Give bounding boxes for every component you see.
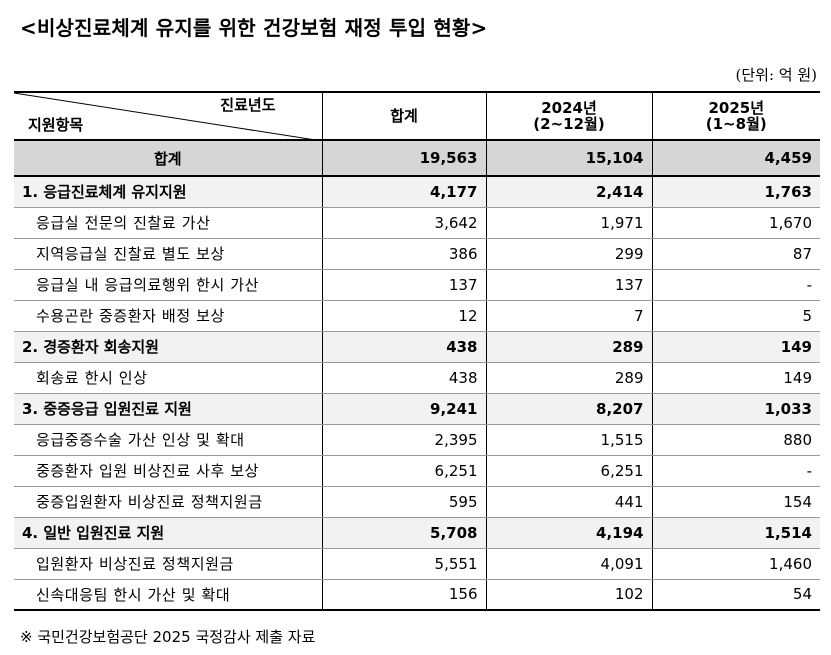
cell-total: 3,642 — [321, 207, 487, 239]
cell-total: 12 — [321, 300, 487, 332]
unit-note: (단위: 억 원) — [735, 66, 818, 84]
row-label: 중증환자 입원 비상진료 사후 보상 — [14, 455, 323, 487]
table-row: 수용곤란 중증환자 배정 보상 12 7 5 — [14, 300, 820, 332]
cell-total: 5,551 — [321, 548, 487, 580]
row-label: 1. 응급진료체계 유지지원 — [14, 176, 323, 208]
row-label: 수용곤란 중증환자 배정 보상 — [14, 300, 323, 332]
row-label: 입원환자 비상진료 정책지원금 — [14, 548, 323, 580]
cell-2025: 1,460 — [651, 548, 820, 580]
row-label: 중증입원환자 비상진료 정책지원금 — [14, 486, 323, 518]
cell-2025: 4,459 — [651, 140, 820, 177]
cell-2025: 1,763 — [651, 176, 820, 208]
cell-2025: 5 — [651, 300, 820, 332]
cell-2024: 4,091 — [485, 548, 653, 580]
funding-table: 진료년도 지원항목 합계 2024년 (2~12월) 2025년 (1~8월) … — [14, 91, 820, 611]
table-row: 응급실 전문의 진찰료 가산 3,642 1,971 1,670 — [14, 207, 820, 239]
cell-total: 6,251 — [321, 455, 487, 487]
table-row: 응급중증수술 가산 인상 및 확대 2,395 1,515 880 — [14, 424, 820, 456]
cell-total: 438 — [321, 362, 487, 394]
cell-total: 156 — [321, 579, 487, 611]
cell-2024: 1,515 — [485, 424, 653, 456]
cell-2024: 137 — [485, 269, 653, 301]
cell-2024: 289 — [485, 331, 653, 363]
cell-2024: 15,104 — [485, 140, 653, 177]
cell-2024: 4,194 — [485, 517, 653, 549]
cell-2024: 6,251 — [485, 455, 653, 487]
table-row: 2. 경증환자 회송지원 438 289 149 — [14, 331, 820, 363]
header-item-label: 지원항목 — [28, 116, 84, 134]
header-2024-year: 2024년 — [541, 99, 597, 117]
cell-2024: 102 — [485, 579, 653, 611]
header-2024: 2024년 (2~12월) — [485, 91, 653, 141]
row-label: 회송료 한시 인상 — [14, 362, 323, 394]
diagonal-header-cell: 진료년도 지원항목 — [14, 91, 323, 141]
table-row: 회송료 한시 인상 438 289 149 — [14, 362, 820, 394]
header-2025-year: 2025년 — [708, 99, 765, 117]
table-row: 지역응급실 진찰료 별도 보상 386 299 87 — [14, 238, 820, 270]
cell-2025: 154 — [651, 486, 820, 518]
cell-2025: 149 — [651, 362, 820, 394]
table-row: 응급실 내 응급의료행위 한시 가산 137 137 - — [14, 269, 820, 301]
header-2025: 2025년 (1~8월) — [651, 91, 820, 141]
cell-2025: 87 — [651, 238, 820, 270]
cell-2025: - — [651, 455, 820, 487]
row-label: 응급실 전문의 진찰료 가산 — [14, 207, 323, 239]
cell-2025: 1,033 — [651, 393, 820, 425]
cell-total: 438 — [321, 331, 487, 363]
cell-2025: 1,514 — [651, 517, 820, 549]
row-label: 합계 — [14, 140, 323, 177]
header-year-label: 진료년도 — [220, 96, 276, 114]
cell-2025: 1,670 — [651, 207, 820, 239]
table-row: 3. 중증응급 입원진료 지원 9,241 8,207 1,033 — [14, 393, 820, 425]
table-row: 중증입원환자 비상진료 정책지원금 595 441 154 — [14, 486, 820, 518]
row-label: 3. 중증응급 입원진료 지원 — [14, 393, 323, 425]
row-label: 지역응급실 진찰료 별도 보상 — [14, 238, 323, 270]
row-label: 4. 일반 입원진료 지원 — [14, 517, 323, 549]
cell-2024: 299 — [485, 238, 653, 270]
diagonal-line — [17, 94, 306, 138]
cell-total: 19,563 — [321, 140, 487, 177]
cell-2024: 1,971 — [485, 207, 653, 239]
cell-2025: 880 — [651, 424, 820, 456]
row-label: 2. 경증환자 회송지원 — [14, 331, 323, 363]
row-label: 응급중증수술 가산 인상 및 확대 — [14, 424, 323, 456]
cell-2024: 2,414 — [485, 176, 653, 208]
header-2024-period: (2~12월) — [533, 115, 605, 133]
cell-2024: 8,207 — [485, 393, 653, 425]
cell-2025: - — [651, 269, 820, 301]
row-label: 응급실 내 응급의료행위 한시 가산 — [14, 269, 323, 301]
header-total: 합계 — [321, 91, 487, 141]
page-title: <비상진료체계 유지를 위한 건강보험 재정 투입 현황> — [20, 16, 488, 40]
cell-total: 9,241 — [321, 393, 487, 425]
source-footnote: ※ 국민건강보험공단 2025 국정감사 제출 자료 — [20, 628, 316, 646]
row-label: 신속대응팀 한시 가산 및 확대 — [14, 579, 323, 611]
cell-total: 386 — [321, 238, 487, 270]
cell-2024: 441 — [485, 486, 653, 518]
cell-total: 137 — [321, 269, 487, 301]
cell-2024: 289 — [485, 362, 653, 394]
table-row: 1. 응급진료체계 유지지원 4,177 2,414 1,763 — [14, 176, 820, 208]
header-2025-period: (1~8월) — [705, 115, 767, 133]
total-row: 합계 19,563 15,104 4,459 — [14, 140, 820, 177]
cell-2025: 149 — [651, 331, 820, 363]
cell-2025: 54 — [651, 579, 820, 611]
table-row: 신속대응팀 한시 가산 및 확대 156 102 54 — [14, 579, 820, 611]
header-row: 진료년도 지원항목 합계 2024년 (2~12월) 2025년 (1~8월) — [14, 91, 820, 141]
cell-total: 2,395 — [321, 424, 487, 456]
cell-total: 595 — [321, 486, 487, 518]
cell-total: 4,177 — [321, 176, 487, 208]
cell-total: 5,708 — [321, 517, 487, 549]
table-row: 4. 일반 입원진료 지원 5,708 4,194 1,514 — [14, 517, 820, 549]
table-row: 중증환자 입원 비상진료 사후 보상 6,251 6,251 - — [14, 455, 820, 487]
cell-2024: 7 — [485, 300, 653, 332]
table-row: 입원환자 비상진료 정책지원금 5,551 4,091 1,460 — [14, 548, 820, 580]
